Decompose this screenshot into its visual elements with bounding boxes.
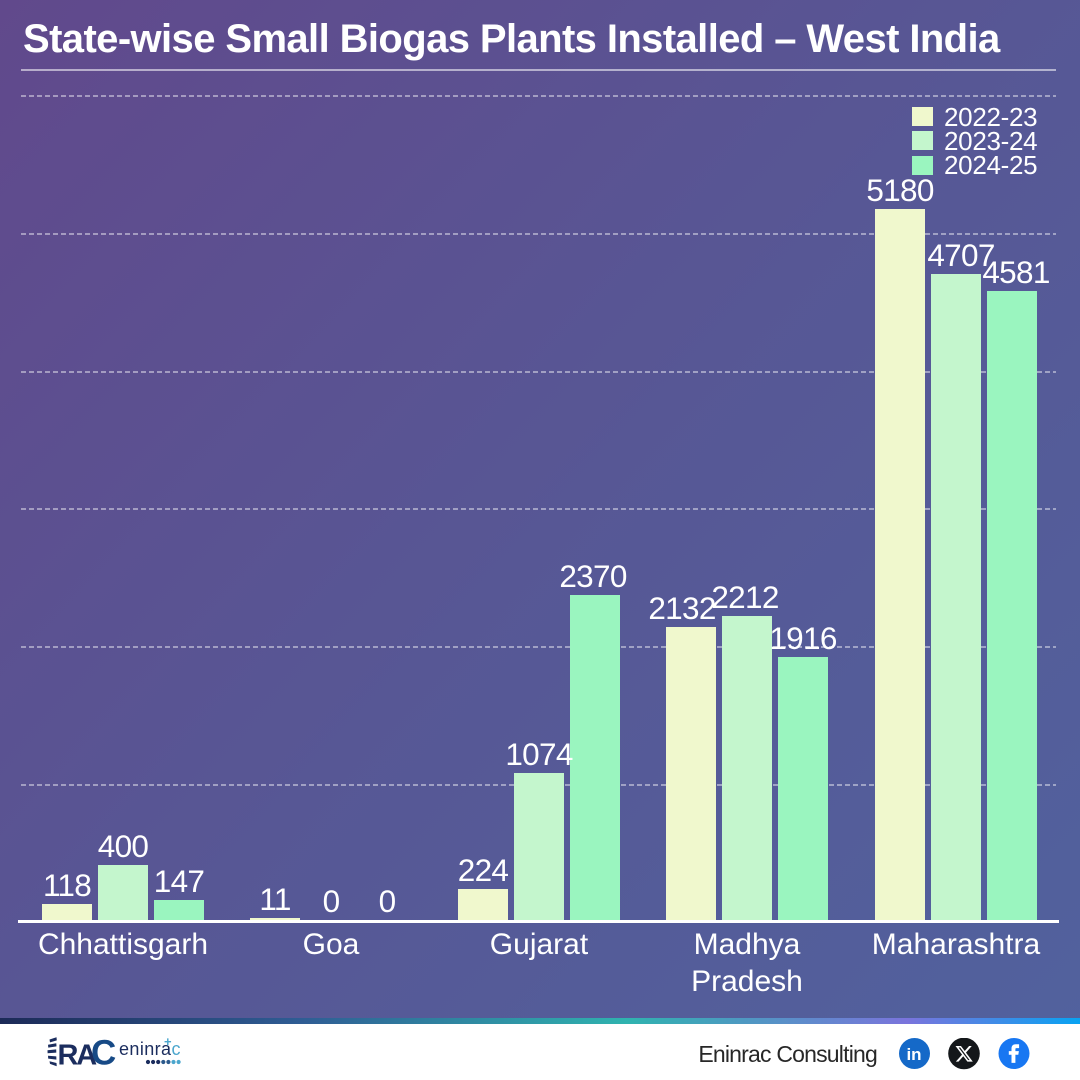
svg-text:C: C — [91, 1036, 116, 1070]
svg-text:eninrac: eninrac — [119, 1039, 181, 1059]
svg-text:RA: RA — [58, 1040, 98, 1071]
svg-text:in: in — [906, 1045, 921, 1064]
svg-text:+: + — [164, 1036, 172, 1049]
